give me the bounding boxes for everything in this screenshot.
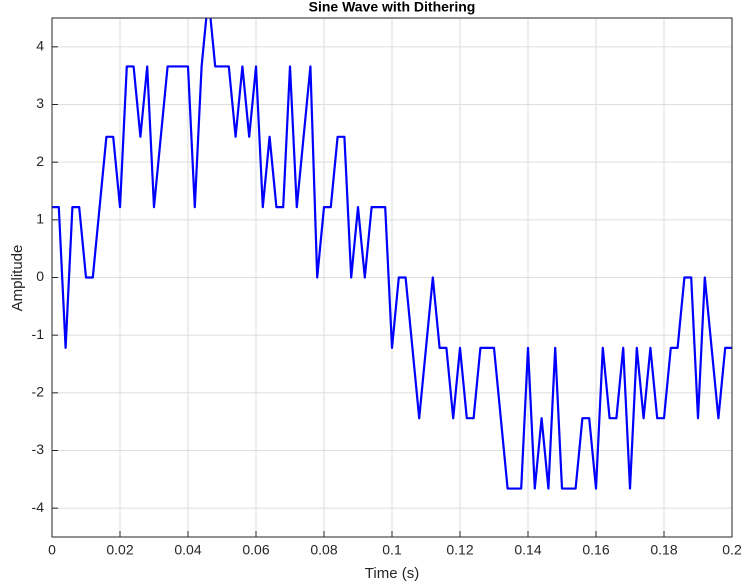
x-tick-label: 0.12 <box>446 542 473 558</box>
y-tick-label: -3 <box>32 441 45 457</box>
data-line <box>52 18 732 490</box>
x-axis-label: Time (s) <box>365 565 419 582</box>
y-tick-label: -2 <box>32 384 45 400</box>
x-tick-label: 0.08 <box>310 542 337 558</box>
x-tick-label: 0.2 <box>722 542 742 558</box>
y-axis-label: Amplitude <box>9 245 26 312</box>
x-tick-label: 0.18 <box>650 542 677 558</box>
x-tick-label: 0.06 <box>242 542 269 558</box>
y-tick-label: 3 <box>36 95 44 111</box>
y-tick-label: 0 <box>36 268 44 284</box>
y-tick-label: -1 <box>32 326 45 342</box>
x-tick-label: 0.14 <box>514 542 541 558</box>
y-tick-label: 4 <box>36 38 44 54</box>
y-tick-label: 1 <box>36 211 44 227</box>
x-tick-label: 0 <box>48 542 56 558</box>
chart-title: Sine Wave with Dithering <box>309 0 476 15</box>
x-tick-label: 0.16 <box>582 542 609 558</box>
y-tick-label: -4 <box>32 499 45 515</box>
x-tick-label: 0.1 <box>382 542 402 558</box>
y-tick-label: 2 <box>36 153 44 169</box>
x-tick-label: 0.02 <box>106 542 133 558</box>
x-tick-label: 0.04 <box>174 542 201 558</box>
